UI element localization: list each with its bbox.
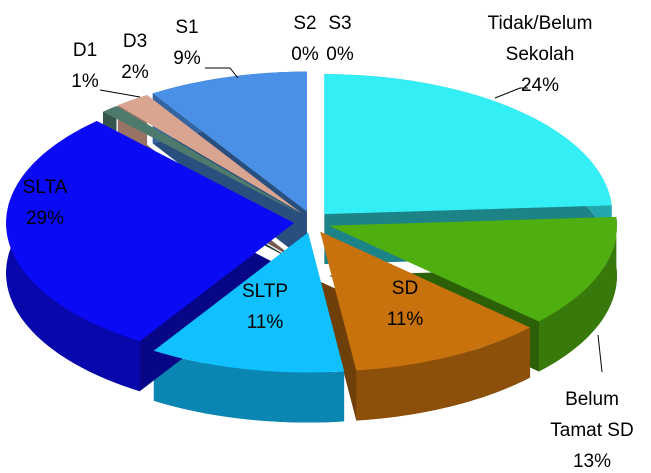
slice-wall xyxy=(538,216,617,372)
slice xyxy=(324,74,612,215)
value-label: 9% xyxy=(173,48,201,69)
leader-line xyxy=(99,89,141,98)
value-label: 1% xyxy=(71,71,99,92)
slice-wall xyxy=(356,327,531,421)
leader-line xyxy=(494,87,528,99)
slice xyxy=(153,232,345,373)
slice-label: SLTA xyxy=(22,177,68,198)
leader-line xyxy=(205,67,239,79)
value-label: 13% xyxy=(572,451,612,472)
value-label: 29% xyxy=(25,208,65,229)
value-label: 24% xyxy=(520,75,560,96)
slice xyxy=(320,231,531,371)
value-label: 2% xyxy=(121,62,149,83)
slice-label: S2 xyxy=(293,13,317,34)
slice-label: Tidak/Belum Sekolah xyxy=(487,13,593,65)
slice-label: D1 xyxy=(72,40,98,61)
slice-label: S3 xyxy=(328,13,352,34)
slice-label: Belum Tamat SD xyxy=(550,389,634,441)
slice xyxy=(117,95,302,214)
leader-line xyxy=(597,334,603,373)
value-label: 11% xyxy=(246,312,284,333)
slice xyxy=(328,216,617,322)
slice-wall xyxy=(153,350,345,423)
slice xyxy=(102,106,301,214)
slice-label: SD xyxy=(391,278,419,299)
slice-label: D3 xyxy=(122,31,148,52)
slice xyxy=(6,120,295,342)
value-label: 11% xyxy=(386,309,424,330)
value-label: 0% xyxy=(291,44,319,65)
slice xyxy=(152,71,307,212)
slice-label: SLTP xyxy=(241,281,289,302)
slice-label: S1 xyxy=(175,17,199,38)
value-label: 0% xyxy=(326,44,354,65)
